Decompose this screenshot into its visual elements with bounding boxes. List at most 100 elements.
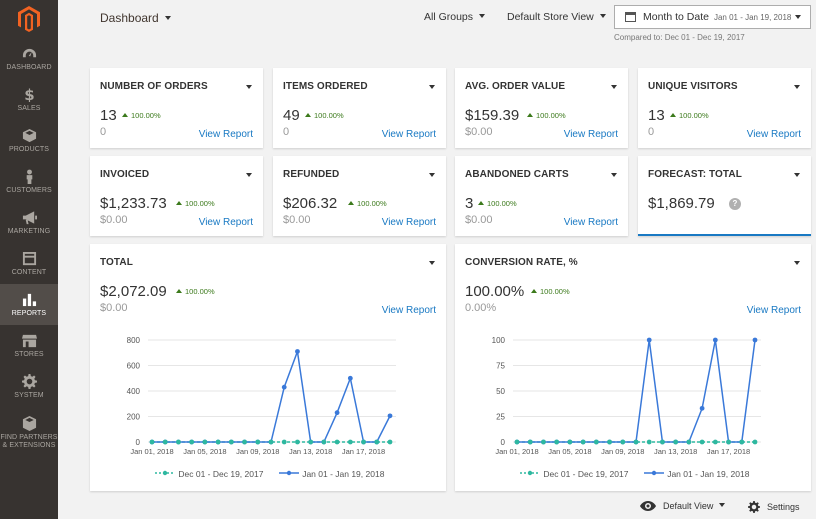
sidebar-item-dashboard[interactable]: DASHBOARD	[0, 38, 58, 79]
card-menu-chevron-icon[interactable]	[794, 261, 800, 265]
card-menu-chevron-icon[interactable]	[429, 173, 435, 177]
card-change-percent: 100.00%	[122, 111, 161, 120]
card-value: 100.00%	[465, 283, 525, 300]
card-value: 13	[648, 107, 665, 124]
card-menu-chevron-icon[interactable]	[429, 85, 435, 89]
data-point	[580, 439, 586, 445]
data-point	[620, 439, 626, 445]
sidebar-item-content[interactable]: CONTENT	[0, 243, 58, 284]
x-tick-label: Jan 13, 2018	[289, 447, 332, 456]
card-menu-chevron-icon[interactable]	[611, 85, 617, 89]
sidebar-item-marketing[interactable]: MARKETING	[0, 202, 58, 243]
card-title: ABANDONED CARTS	[465, 169, 569, 180]
date-range-button[interactable]: Month to Date Jan 01 - Jan 19, 2018	[614, 5, 811, 29]
dashboard-switcher[interactable]: Dashboard	[100, 11, 171, 25]
card-change-percent: 100.00%	[176, 287, 215, 296]
dollar-icon: $	[24, 87, 34, 102]
card-menu-chevron-icon[interactable]	[246, 85, 252, 89]
card-previous-value: 0	[283, 126, 290, 138]
view-report-link[interactable]: View Report	[381, 217, 436, 228]
chevron-down-icon	[479, 14, 486, 19]
card-change-percent: 100.00%	[348, 199, 387, 208]
groups-dropdown[interactable]: All Groups	[424, 11, 486, 23]
sidebar-item-label: SYSTEM	[14, 391, 44, 399]
data-point	[712, 337, 718, 343]
sidebar-item-reports[interactable]: REPORTS	[0, 284, 58, 325]
card-menu-chevron-icon[interactable]	[246, 173, 252, 177]
view-report-link[interactable]: View Report	[198, 217, 253, 228]
settings-button[interactable]: Settings	[748, 501, 800, 513]
view-switcher[interactable]: Default View	[640, 501, 726, 511]
data-point	[699, 405, 705, 411]
data-point	[295, 349, 300, 354]
sidebar-item-label: FIND PARTNERS & EXTENSIONS	[0, 434, 58, 449]
view-report-link[interactable]: View Report	[381, 129, 436, 140]
legend-swatch-current	[278, 470, 299, 476]
data-point	[189, 439, 195, 445]
sidebar-item-label: SALES	[17, 104, 41, 112]
sidebar-item-label: CONTENT	[11, 268, 47, 276]
eye-icon	[640, 501, 656, 511]
data-point	[554, 439, 560, 445]
y-tick-label: 100	[492, 336, 506, 345]
data-point	[699, 439, 705, 445]
data-point	[268, 439, 274, 445]
card-title: ITEMS ORDERED	[283, 81, 368, 92]
sidebar-item-customers[interactable]: CUSTOMERS	[0, 161, 58, 202]
sidebar-item-stores[interactable]: STORES	[0, 325, 58, 366]
view-report-link[interactable]: View Report	[563, 217, 618, 228]
conversion-line-chart: 0 25 50 75 100 Jan 01, 2018 Jan 05, 2018 Jan 09…	[492, 336, 761, 456]
view-report-link[interactable]: View Report	[198, 129, 253, 140]
card-title: AVG. ORDER VALUE	[465, 81, 566, 92]
store-icon	[21, 334, 37, 347]
sidebar-item-system[interactable]: SYSTEM	[0, 366, 58, 407]
chevron-down-icon	[795, 15, 801, 19]
store-view-dropdown[interactable]: Default Store View	[507, 11, 606, 23]
card-title: TOTAL	[100, 257, 133, 268]
card-menu-chevron-icon[interactable]	[794, 173, 800, 177]
y-tick-label: 0	[501, 438, 506, 447]
sidebar-item-partners[interactable]: FIND PARTNERS & EXTENSIONS	[0, 407, 58, 459]
sidebar-item-sales[interactable]: $ SALES	[0, 79, 58, 120]
card-previous-value: $0.00	[283, 214, 311, 226]
dashboard-header: Dashboard All Groups Default Store View …	[58, 0, 816, 60]
store-view-label: Default Store View	[507, 11, 594, 23]
help-icon[interactable]: ?	[729, 198, 741, 210]
sidebar-item-products[interactable]: PRODUCTS	[0, 120, 58, 161]
card-change-percent: 100.00%	[531, 287, 570, 296]
card-value: 49	[283, 107, 300, 124]
card-title: UNIQUE VISITORS	[648, 81, 738, 92]
card-previous-value: $0.00	[465, 126, 493, 138]
card-previous-value: 0	[100, 126, 107, 138]
card-avg-order-value: AVG. ORDER VALUE $159.39 100.00% $0.00 V…	[455, 68, 628, 148]
data-point	[387, 413, 393, 419]
date-range-label: Month to Date	[643, 11, 709, 23]
card-menu-chevron-icon[interactable]	[611, 173, 617, 177]
view-report-link[interactable]: View Report	[746, 129, 801, 140]
card-total-chart: TOTAL $2,072.09 100.00% $0.00 View Repor…	[90, 244, 446, 491]
dashboard-icon	[22, 48, 36, 57]
x-tick-label: Jan 05, 2018	[183, 447, 226, 456]
cube-icon	[22, 128, 36, 142]
data-point	[686, 439, 692, 445]
y-tick-label: 75	[496, 362, 505, 371]
view-report-link[interactable]: View Report	[381, 305, 436, 316]
date-range-detail: Jan 01 - Jan 19, 2018	[713, 12, 792, 22]
chart-legend: Dec 01 - Dec 19, 2017 Jan 01 - Jan 19, 2…	[519, 469, 749, 479]
bar-chart-icon	[22, 293, 36, 306]
view-report-link[interactable]: View Report	[746, 305, 801, 316]
card-title: REFUNDED	[283, 169, 340, 180]
data-point	[646, 337, 652, 343]
card-value: 3	[465, 195, 474, 212]
x-tick-label: Jan 09, 2018	[601, 447, 644, 456]
card-menu-chevron-icon[interactable]	[794, 85, 800, 89]
total-line-chart: 0 200 400 600 800 Jan 01, 2018 Jan 05, 2018 Jan…	[127, 336, 396, 456]
view-report-link[interactable]: View Report	[563, 129, 618, 140]
card-title: FORECAST: TOTAL	[648, 169, 742, 180]
layout-icon	[22, 251, 36, 265]
card-menu-chevron-icon[interactable]	[429, 261, 435, 265]
y-tick-label: 25	[496, 413, 505, 422]
card-title: INVOICED	[100, 169, 150, 180]
magento-logo[interactable]	[0, 0, 58, 38]
data-point	[593, 439, 599, 445]
